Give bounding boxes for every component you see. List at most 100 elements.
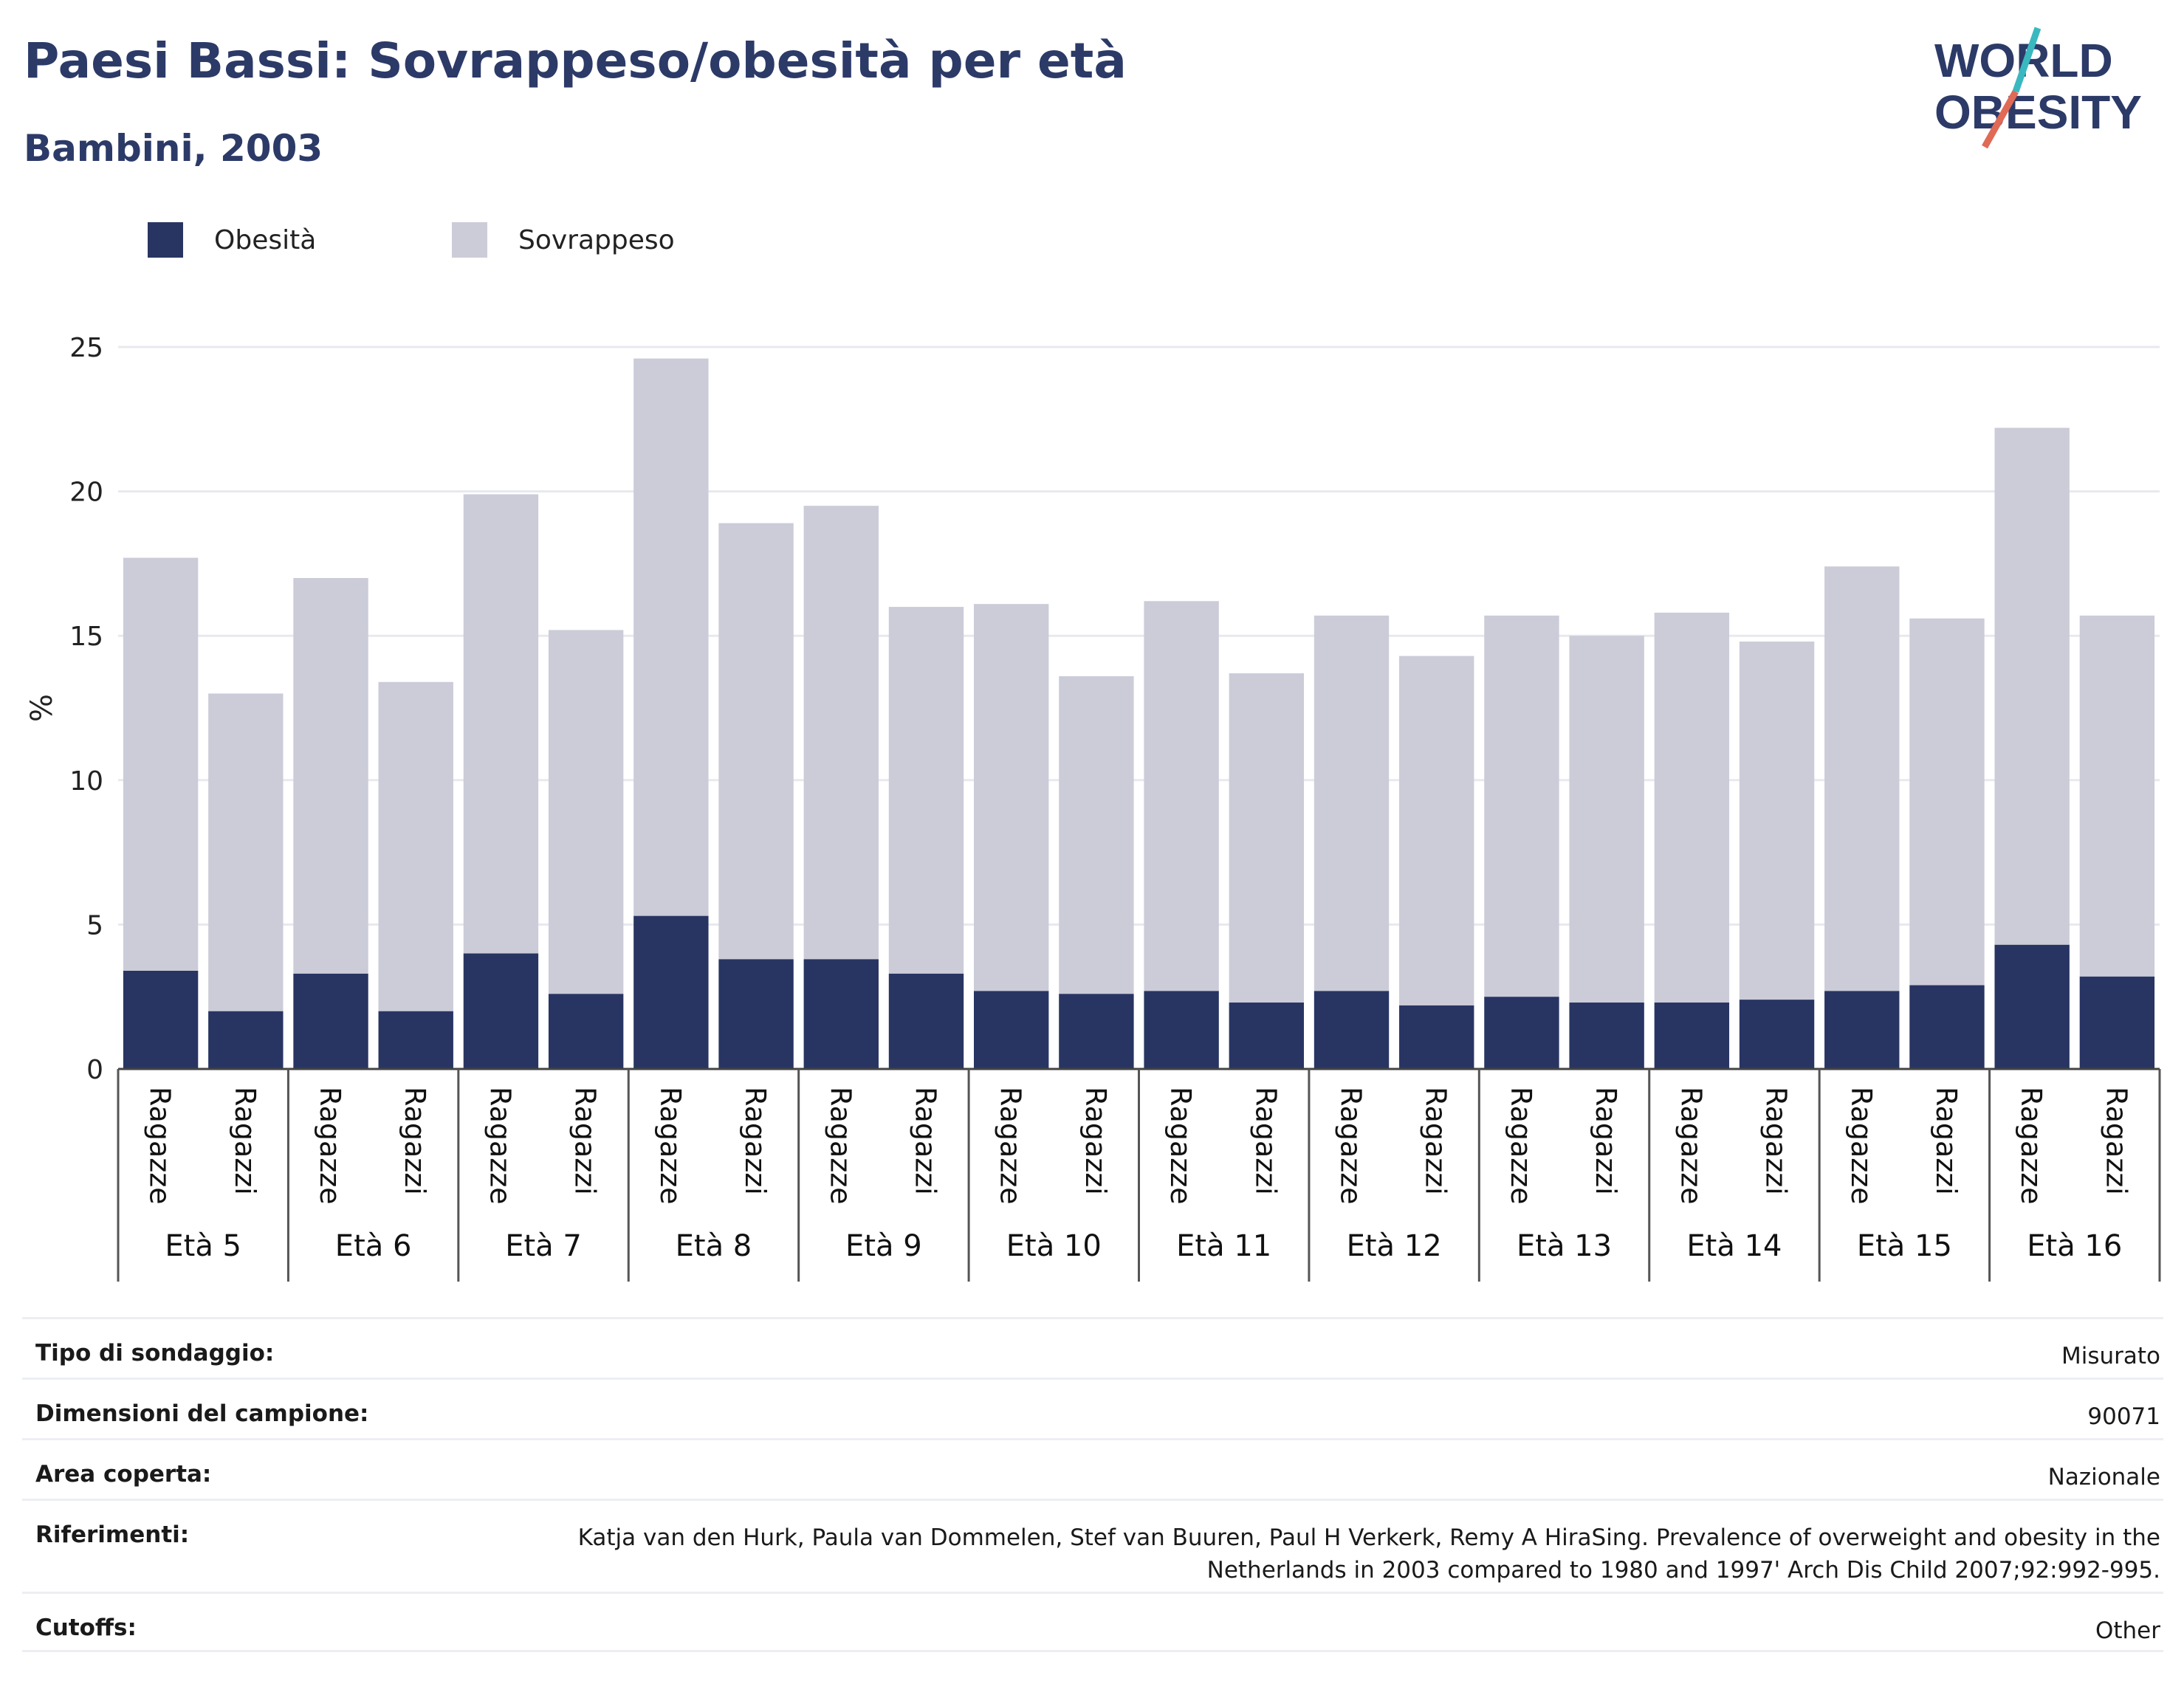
bar-obesity <box>293 973 368 1069</box>
x-tick-label-ragazzi: Ragazzi <box>1590 1087 1622 1195</box>
legend-item-overweight: Sovrappeso <box>452 221 675 258</box>
x-tick-label-ragazzi: Ragazzi <box>1930 1087 1962 1195</box>
x-tick-label-ragazze: Ragazze <box>824 1087 856 1205</box>
x-tick-label-ragazzi: Ragazzi <box>739 1087 772 1195</box>
bar-obesity <box>1739 1000 1815 1069</box>
bar-overweight <box>1824 566 1900 991</box>
bar-obesity <box>1314 991 1390 1069</box>
x-tick-label-ragazzi: Ragazzi <box>229 1087 261 1195</box>
bar-obesity <box>1909 985 1985 1069</box>
legend-swatch-obesity <box>148 222 183 258</box>
info-label: Cutoffs: <box>35 1615 137 1641</box>
bar-overweight <box>1144 601 1219 991</box>
group-label: Età 16 <box>2027 1229 2122 1263</box>
x-tick-label-ragazze: Ragazze <box>314 1087 346 1205</box>
bar-overweight <box>1994 427 2070 945</box>
legend-label-overweight: Sovrappeso <box>518 224 675 255</box>
bar-overweight <box>1314 615 1390 991</box>
bar-overweight <box>378 681 453 1011</box>
logo-stroke-red <box>1982 89 2019 149</box>
info-value: 90071 <box>2087 1403 2160 1430</box>
bar-obesity <box>548 994 624 1069</box>
info-row: Riferimenti: Katja van den Hurk, Paula va… <box>22 1499 2163 1592</box>
info-value: Misurato <box>2061 1343 2160 1369</box>
group-label: Età 15 <box>1857 1229 1952 1263</box>
bar-overweight <box>293 577 368 974</box>
bar-obesity <box>123 970 199 1069</box>
legend-item-obesity: Obesità <box>148 221 316 258</box>
legend-label-obesity: Obesità <box>214 224 317 255</box>
x-tick-label-ragazzi: Ragazzi <box>569 1087 602 1195</box>
bar-overweight <box>973 604 1049 991</box>
bar-obesity <box>973 991 1049 1069</box>
bar-obesity <box>1824 991 1900 1069</box>
group-label: Età 14 <box>1686 1229 1782 1263</box>
group-label: Età 10 <box>1006 1229 1102 1263</box>
x-tick-label-ragazzi: Ragazzi <box>1420 1087 1452 1195</box>
info-row: Area coperta: Nazionale <box>22 1438 2163 1499</box>
bar-obesity <box>1229 1003 1305 1069</box>
x-tick-label-ragazze: Ragazze <box>1505 1087 1537 1205</box>
bar-obesity <box>463 953 539 1069</box>
x-tick-label-ragazze: Ragazze <box>1675 1087 1707 1205</box>
bar-overweight <box>1569 636 1644 1003</box>
bar-obesity <box>2079 976 2155 1069</box>
x-tick-label-ragazzi: Ragazzi <box>399 1087 431 1195</box>
x-tick-label-ragazze: Ragazze <box>1164 1087 1197 1205</box>
bar-overweight <box>1654 612 1730 1003</box>
bar-obesity <box>1484 997 1559 1069</box>
bar-overweight <box>1059 675 1134 994</box>
bar-overweight <box>208 693 284 1011</box>
y-tick-label: 20 <box>69 478 103 508</box>
info-row: Tipo di sondaggio: Misurato <box>22 1317 2163 1378</box>
y-tick-label: 10 <box>69 766 103 797</box>
bar-obesity <box>1654 1003 1730 1069</box>
x-tick-label-ragazze: Ragazze <box>144 1087 176 1205</box>
bar-obesity <box>1059 994 1134 1069</box>
x-tick-label-ragazze: Ragazze <box>2015 1087 2047 1205</box>
y-tick-label: 0 <box>86 1055 103 1085</box>
y-axis-label: % <box>25 694 59 722</box>
info-row: Dimensioni del campione: 90071 <box>22 1378 2163 1438</box>
bar-overweight <box>123 557 199 971</box>
bar-overweight <box>718 523 794 960</box>
x-tick-label-ragazze: Ragazze <box>1335 1087 1367 1205</box>
bar-obesity <box>803 959 879 1069</box>
y-tick-label: 25 <box>69 333 103 363</box>
group-label: Età 6 <box>335 1229 412 1263</box>
bar-obesity <box>1569 1003 1644 1069</box>
bar-obesity <box>718 959 794 1069</box>
bar-overweight <box>803 506 879 960</box>
x-tick-label-ragazze: Ragazze <box>995 1087 1027 1205</box>
bar-overweight <box>1909 618 1985 986</box>
x-tick-label-ragazzi: Ragazzi <box>2100 1087 2132 1195</box>
x-tick-label-ragazzi: Ragazzi <box>1249 1087 1282 1195</box>
group-label: Età 12 <box>1347 1229 1442 1263</box>
bar-overweight <box>888 607 964 974</box>
x-tick-label-ragazzi: Ragazzi <box>1760 1087 1793 1195</box>
y-tick-label: 5 <box>86 910 103 941</box>
bar-obesity <box>633 915 709 1069</box>
bar-overweight <box>1229 673 1305 1003</box>
group-label: Età 7 <box>505 1229 582 1263</box>
group-label: Età 5 <box>165 1229 241 1263</box>
logo-line-2: OBESITY <box>1934 86 2142 139</box>
x-tick-label-ragazze: Ragazze <box>654 1087 687 1205</box>
info-value: Nazionale <box>2047 1464 2160 1491</box>
bar-obesity <box>208 1011 284 1069</box>
x-tick-label-ragazzi: Ragazzi <box>1079 1087 1112 1195</box>
bar-overweight <box>548 630 624 994</box>
x-tick-label-ragazze: Ragazze <box>484 1087 516 1205</box>
world-obesity-logo: WORLD OBESITY <box>1934 27 2142 149</box>
bar-obesity <box>888 973 964 1069</box>
info-label: Tipo di sondaggio: <box>35 1340 275 1366</box>
group-label: Età 8 <box>676 1229 752 1263</box>
bar-overweight <box>463 494 539 954</box>
info-label: Riferimenti: <box>35 1522 190 1548</box>
x-tick-label-ragazzi: Ragazzi <box>909 1087 941 1195</box>
y-tick-label: 15 <box>69 622 103 652</box>
bar-overweight <box>2079 615 2155 977</box>
info-value: Other <box>2095 1617 2160 1644</box>
survey-info-table: Tipo di sondaggio: Misurato Dimensioni del… <box>22 1317 2163 1652</box>
legend-swatch-overweight <box>452 222 487 258</box>
